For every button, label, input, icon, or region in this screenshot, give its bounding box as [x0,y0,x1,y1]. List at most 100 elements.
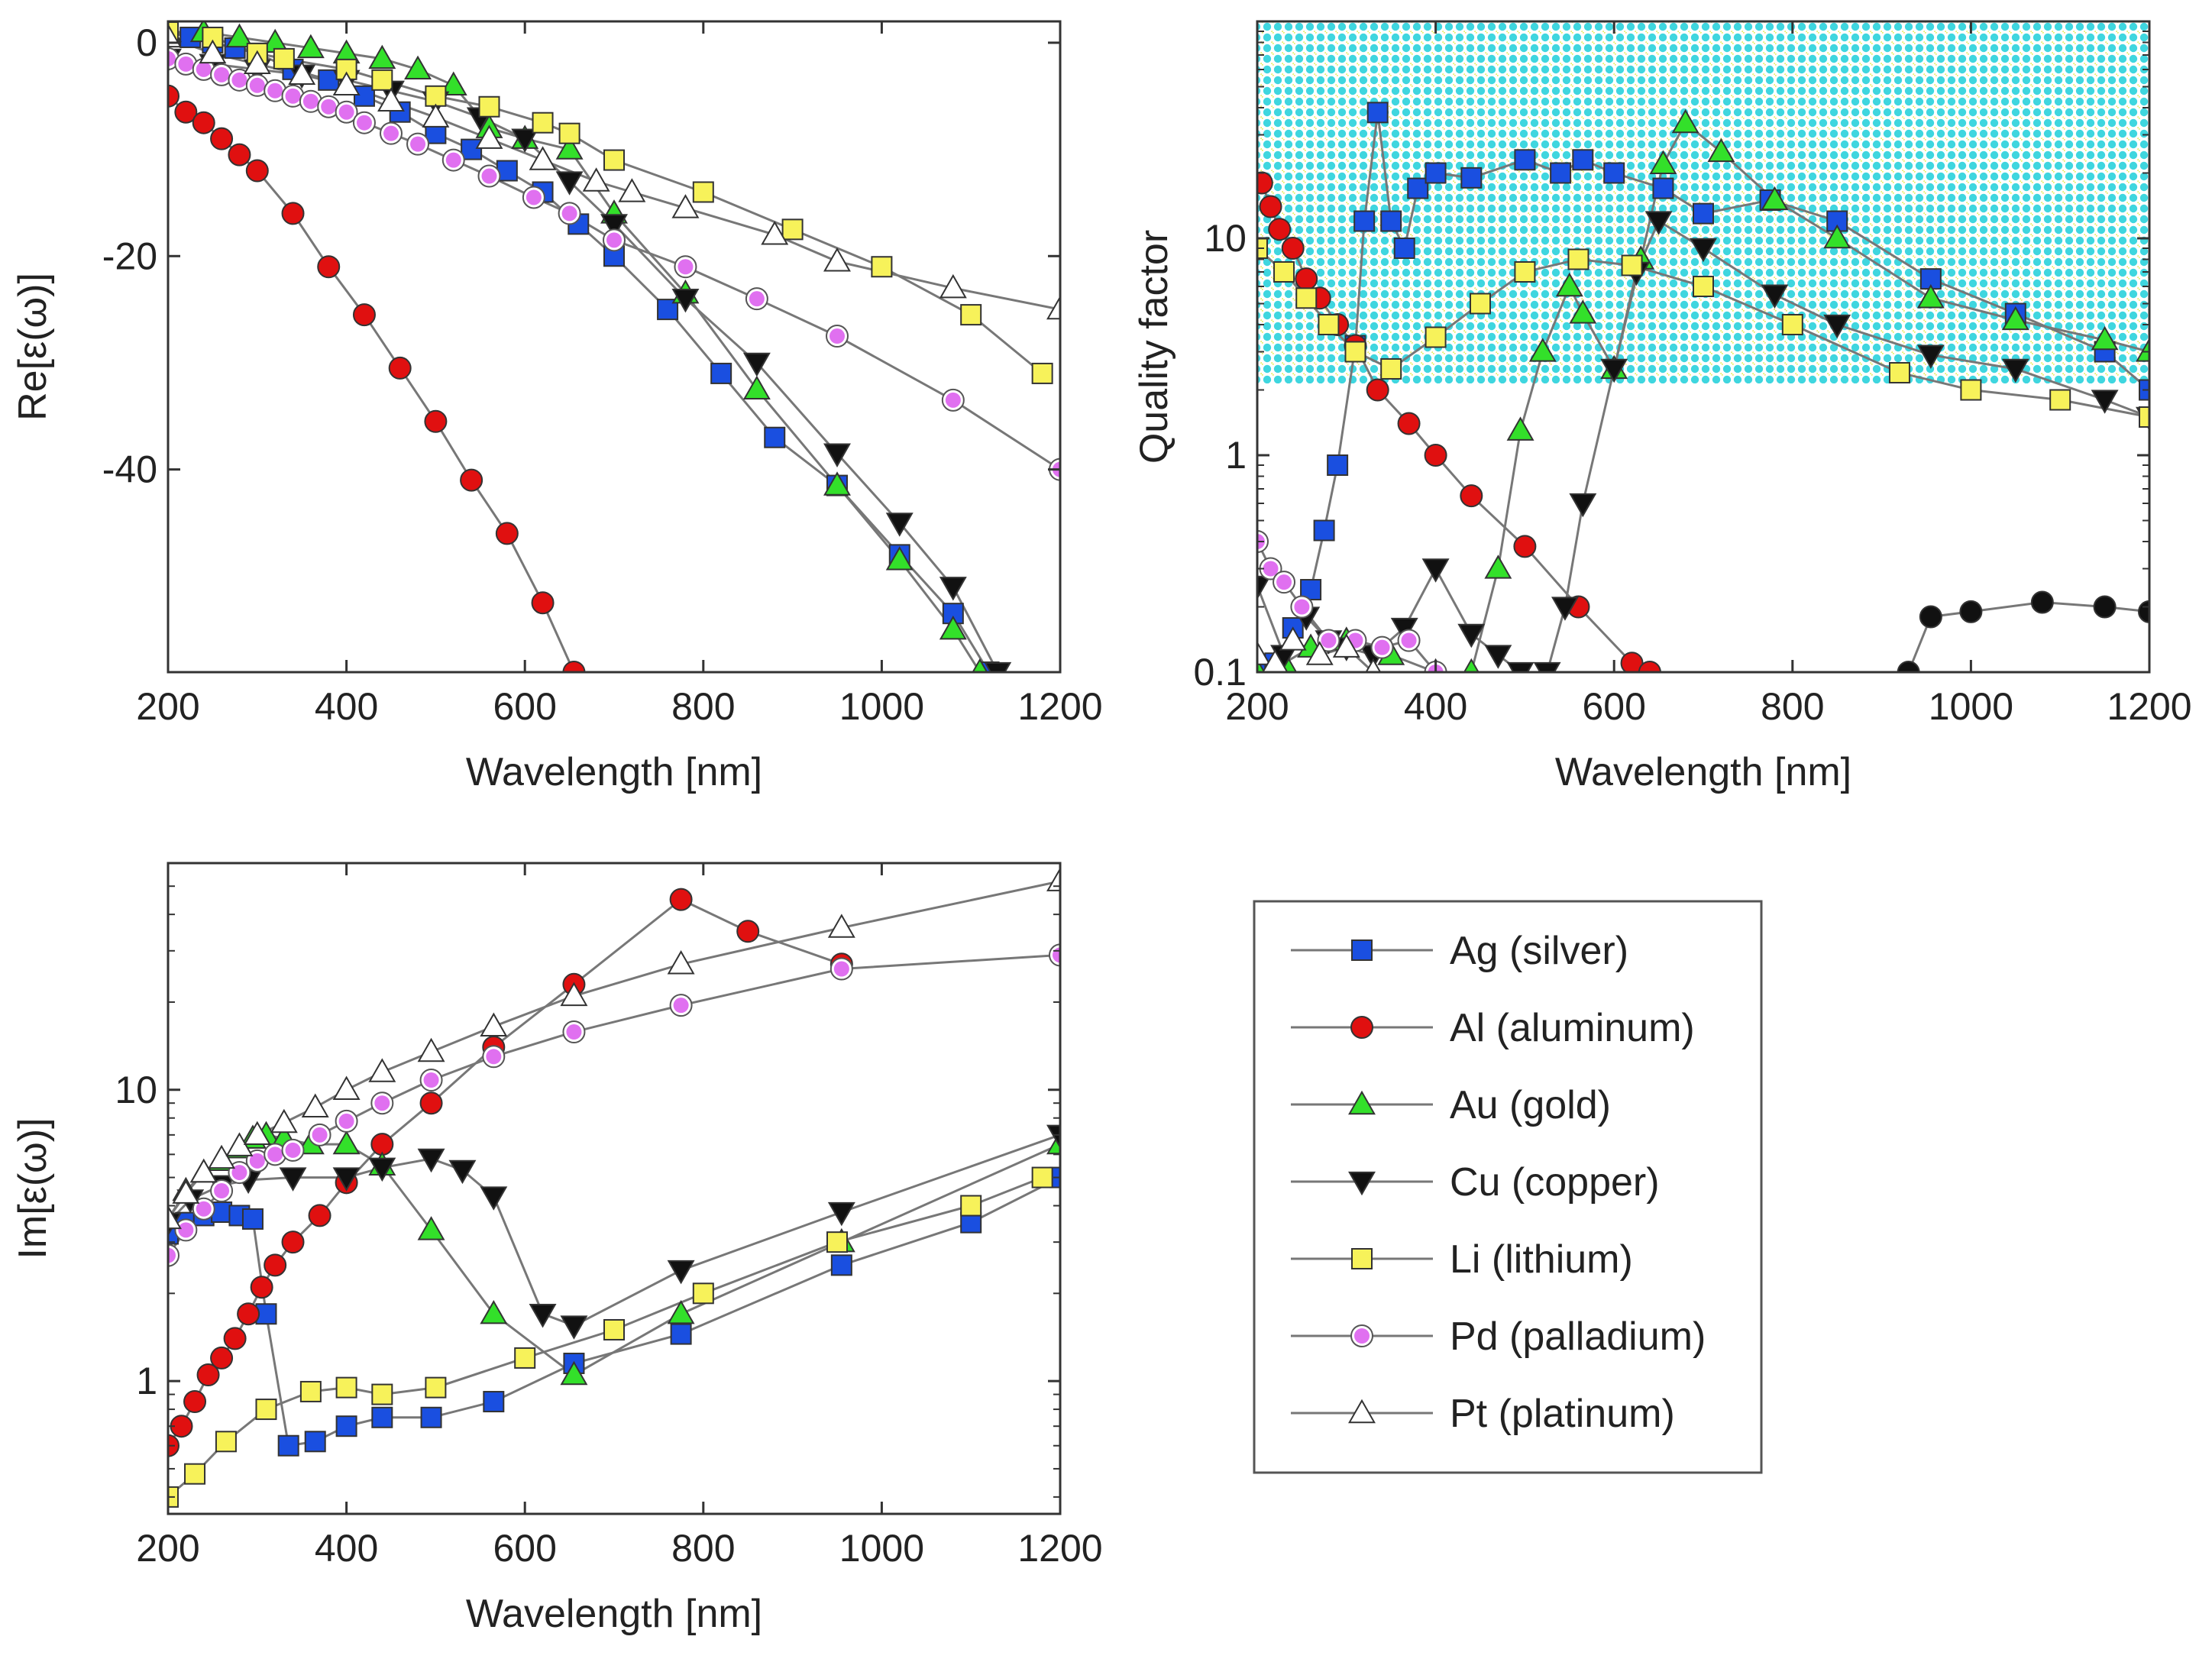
data-point-cu_tail [1897,661,1920,672]
data-point-li [514,1347,536,1369]
series-line-cu [168,57,999,672]
data-point-cu_tail [1919,605,1942,629]
data-point-cu [1569,493,1597,518]
data-point-al [168,84,179,108]
data-point-ag [1380,210,1402,232]
data-point-ag [1353,210,1376,232]
data-point-au [972,658,988,672]
data-point-al [1268,218,1292,241]
data-point-pd [830,957,853,981]
data-point-pd-core [338,104,354,120]
legend-label: Ag (silver) [1450,929,1628,973]
data-point-li [478,95,500,118]
legend-label: Cu (copper) [1450,1160,1660,1205]
y-tick-label: 10 [1204,217,1247,260]
data-point-pt [168,1205,182,1230]
legend-marker [1348,1399,1376,1424]
data-point-pt [168,23,182,48]
data-point-ag [1693,202,1714,225]
data-point-cu [529,1304,557,1328]
data-point-au [1761,186,1789,211]
legend-label: Pd (palladium) [1450,1315,1706,1359]
data-point-pd [335,1109,358,1133]
data-point-au [823,471,851,496]
data-point-cu [671,288,700,313]
data-point-al [1295,267,1318,291]
data-point-pd [1317,629,1340,652]
data-point-li [1960,379,1982,401]
data-point-pd-core [945,392,961,408]
series-line-al [1260,182,1651,672]
data-point-ag [1366,102,1389,124]
data-point-al [196,1363,220,1387]
legend-item-pd: Pd (palladium) [1291,1315,1706,1359]
x-axis-label: Wavelength [nm] [466,750,762,794]
data-point-ag [1313,519,1335,542]
legend-items: Ag (silver) Al (aluminum) Au (gold) Cu (cop… [1291,929,1706,1436]
data-point-pd [941,388,965,412]
x-tick-label: 200 [1225,685,1289,728]
legend-label: Au (gold) [1450,1083,1611,1127]
x-tick-label: 200 [136,685,199,728]
data-point-li [960,304,982,326]
data-point-pt [823,247,851,272]
legend-marker-core [1354,1328,1370,1344]
data-point-ag [1393,237,1415,259]
data-point-pd-core [168,50,176,66]
data-point-li [1295,287,1318,309]
data-point-li [826,1231,848,1253]
data-point-ag [710,362,732,384]
data-point-pd-core [830,328,845,344]
data-point-cu [1257,575,1271,600]
x-tick-label: 400 [315,685,378,728]
data-point-pd-core [178,1222,194,1238]
data-point-pt [208,1144,236,1169]
data-point-pt [1279,626,1307,651]
data-point-al [183,1390,207,1414]
legend-item-cu: Cu (copper) [1291,1160,1660,1205]
data-point-li [215,1431,237,1453]
data-point-ag [1425,162,1447,184]
data-point-pd [168,1243,179,1267]
data-point-pd [603,228,626,252]
x-tick-label: 1200 [1017,1527,1102,1570]
data-point-al [562,661,586,672]
data-point-au [480,1299,508,1324]
data-point-pt [618,178,646,202]
data-point-pt [301,1093,329,1118]
data-point-li [335,1376,357,1399]
data-point-pt [172,1179,200,1204]
data-point-pd-core [214,66,230,82]
data-point-pd-core [231,1165,247,1181]
data-point-ag [1652,177,1674,199]
axis-ticks: 200 400 600 800 1000 1200 0.1 1 10 [1193,21,2192,728]
legend-label: Al (aluminum) [1450,1006,1695,1050]
x-tick-label: 600 [493,685,556,728]
data-point-au [1569,299,1597,324]
data-point-pd-core [833,961,849,977]
plot-area [168,21,1060,672]
data-point-cu [984,661,1012,672]
data-point-al [1281,236,1305,260]
y-tick-label: 10 [115,1069,157,1111]
data-point-al [388,356,412,380]
data-point-al [1257,171,1273,195]
data-point-pd-core [356,115,372,131]
data-point-ag [1407,177,1429,199]
data-point-pd-core [749,291,765,307]
data-point-pd [174,1218,198,1242]
data-point-cu [560,1315,588,1340]
data-point-pt [475,125,503,149]
data-point-pt [529,146,557,170]
data-point-au [439,71,467,95]
data-point-al [1620,652,1644,672]
axis-ticks: 200 400 600 800 1000 1200 0 -20 -40 [102,21,1103,728]
data-point-pd-core [178,56,194,72]
data-point-pd-core [1294,599,1310,615]
data-point-pd-core [383,125,399,141]
data-point-li [871,256,893,278]
plot-frame [1256,20,2151,674]
data-point-li [960,1195,982,1217]
data-point-pd [335,100,358,124]
